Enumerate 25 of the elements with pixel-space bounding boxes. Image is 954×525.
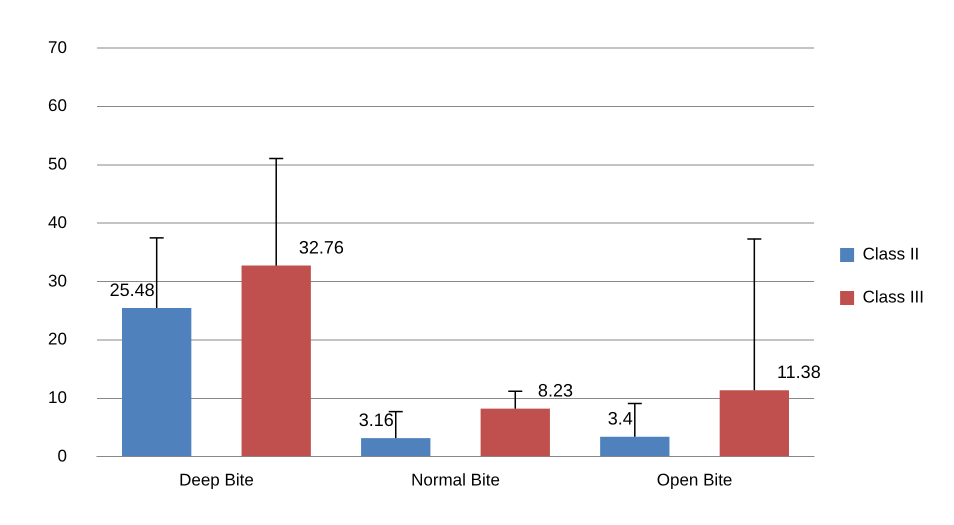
y-tick-label: 20 — [48, 330, 67, 349]
data-label: 3.4 — [608, 408, 633, 429]
y-tick-label: 0 — [57, 446, 67, 466]
bar — [600, 436, 670, 456]
data-label: 8.23 — [538, 380, 573, 401]
data-label: 32.76 — [298, 237, 344, 258]
y-tick-label: 10 — [48, 388, 67, 407]
y-tick-label: 30 — [48, 271, 67, 290]
legend-label: Class III — [862, 288, 924, 307]
x-tick-label: Open Bite — [656, 470, 732, 490]
bar — [480, 408, 550, 456]
bar — [361, 438, 430, 456]
y-tick-label: 40 — [48, 212, 67, 232]
legend-label: Class II — [862, 244, 920, 264]
data-label: 3.16 — [358, 410, 394, 430]
bar — [242, 265, 311, 456]
x-tick-label: Deep Bite — [179, 470, 254, 490]
y-tick-label: 70 — [48, 38, 67, 57]
y-tick-label: 60 — [48, 96, 67, 116]
bar — [720, 390, 789, 456]
y-tick-label: 50 — [48, 154, 67, 174]
bar — [122, 308, 192, 456]
data-label: 11.38 — [776, 362, 821, 382]
x-tick-label: Normal Bite — [411, 470, 500, 490]
data-label: 25.48 — [110, 280, 155, 300]
